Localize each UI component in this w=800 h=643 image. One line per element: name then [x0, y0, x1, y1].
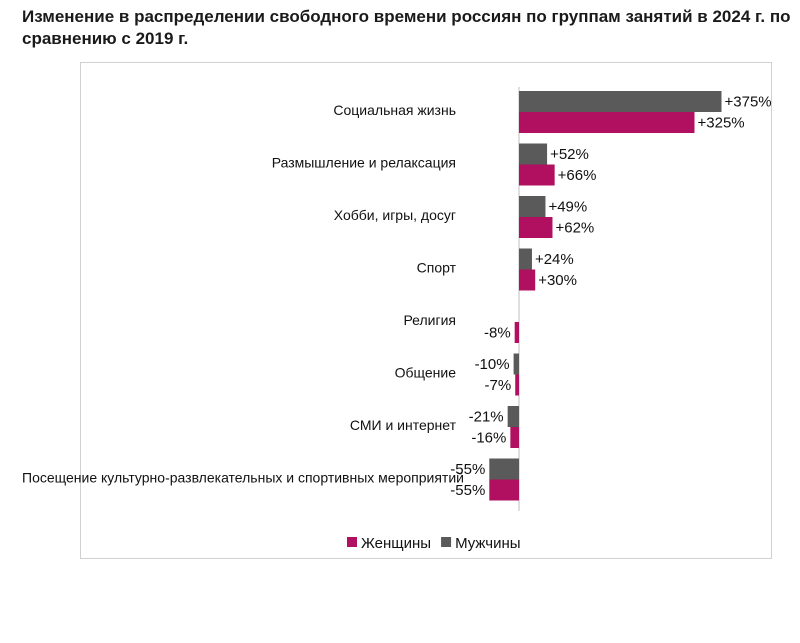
data-label: +30% — [538, 272, 577, 289]
bar-women — [514, 322, 519, 343]
data-label: +66% — [558, 167, 597, 184]
data-label: +375% — [725, 94, 772, 111]
data-label: -8% — [484, 325, 511, 342]
bar-men — [489, 458, 519, 480]
data-label: -55% — [450, 482, 485, 499]
data-label: -16% — [471, 430, 506, 447]
category-label: СМИ и интернет — [350, 417, 457, 433]
bar-men — [513, 353, 519, 375]
data-label: +49% — [548, 199, 587, 216]
bar-men — [507, 406, 519, 427]
category-label: Размышление и релаксация — [272, 155, 456, 171]
bar-women — [515, 374, 519, 396]
legend-swatch — [347, 537, 357, 547]
data-label: -10% — [475, 356, 510, 373]
bar-women — [519, 217, 553, 238]
category-label: Спорт — [417, 260, 457, 276]
legend-label: Мужчины — [455, 535, 520, 552]
chart-frame — [80, 62, 772, 559]
bar-women — [489, 479, 519, 501]
data-label: +52% — [550, 146, 589, 163]
category-label: Общение — [395, 365, 457, 381]
data-label: +24% — [535, 251, 574, 268]
bar-men — [519, 91, 722, 112]
category-label: Религия — [403, 312, 456, 328]
data-label: -55% — [450, 461, 485, 478]
legend-swatch — [441, 537, 452, 547]
bar-men — [519, 143, 548, 165]
data-label: -7% — [485, 377, 512, 394]
legend-label: Женщины — [361, 535, 431, 552]
data-label: +62% — [555, 220, 594, 237]
chart-title: Изменение в распределении свободного вре… — [22, 7, 791, 48]
bar-women — [519, 269, 536, 291]
data-label: -21% — [469, 409, 504, 426]
category-label: Посещение культурно-развлекательных и сп… — [22, 470, 464, 486]
bar-men — [519, 248, 532, 270]
bar-women — [519, 112, 695, 133]
bar-women — [519, 164, 555, 186]
bar-women — [510, 427, 519, 448]
category-label: Социальная жизнь — [333, 102, 456, 118]
category-label: Хобби, игры, досуг — [334, 207, 456, 223]
data-label: +325% — [698, 115, 745, 132]
bar-men — [519, 196, 546, 217]
